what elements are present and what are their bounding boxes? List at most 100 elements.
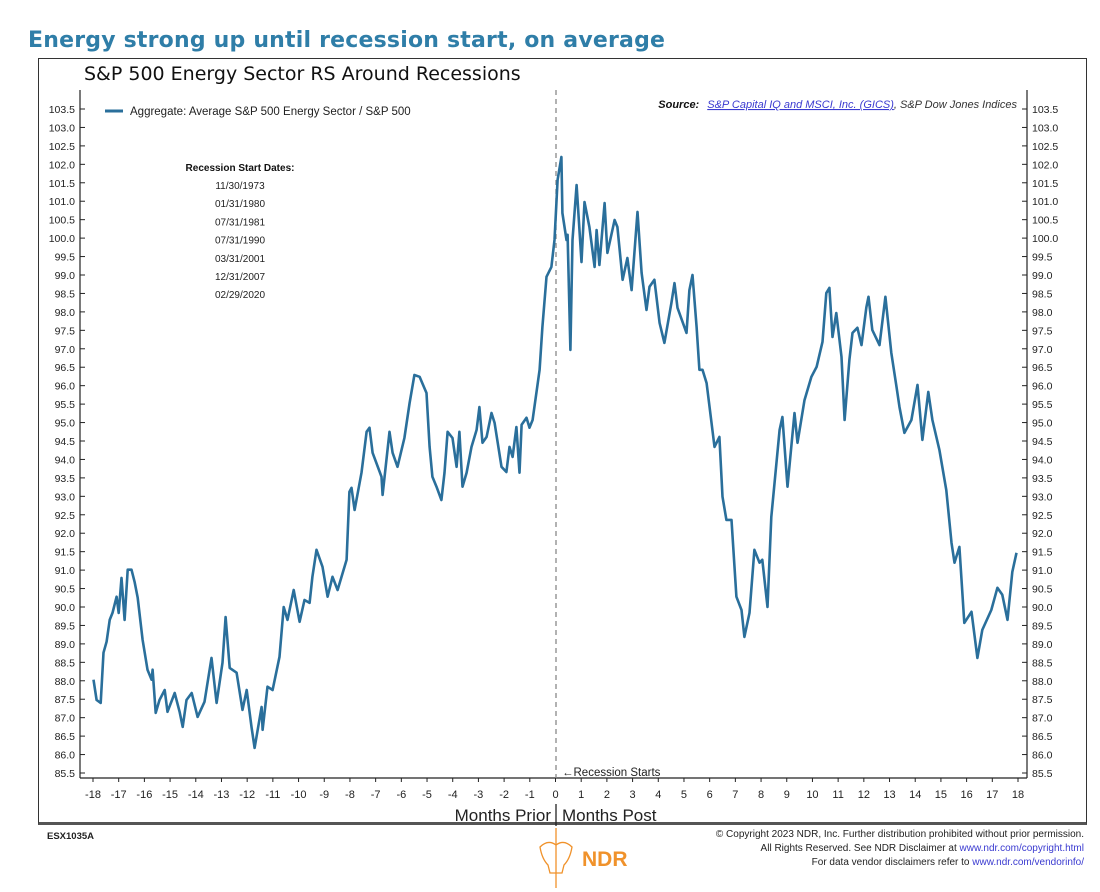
- x-tick-label: -2: [499, 789, 509, 801]
- source-note: Source: S&P Capital IQ and MSCI, Inc. (GI…: [658, 99, 1017, 111]
- x-tick-label: 8: [758, 789, 764, 801]
- ndr-logo: NDR: [539, 828, 628, 888]
- y-tick-label-right: 95.0: [1032, 418, 1053, 430]
- x-tick-label: 1: [578, 789, 584, 801]
- chart-title: S&P 500 Energy Sector RS Around Recessio…: [84, 63, 521, 85]
- y-tick-label-left: 102.0: [49, 159, 75, 171]
- y-tick-label-left: 95.5: [55, 399, 76, 411]
- x-tick-label: -16: [136, 789, 152, 801]
- y-tick-label-right: 89.0: [1032, 639, 1053, 651]
- copyright-line2: All Rights Reserved. See NDR Disclaimer …: [716, 842, 1084, 856]
- y-tick-label-right: 86.5: [1032, 731, 1053, 743]
- y-tick-label-left: 102.5: [49, 141, 75, 153]
- copyright-block: © Copyright 2023 NDR, Inc. Further distr…: [716, 828, 1084, 870]
- x-tick-label: 9: [784, 789, 790, 801]
- x-tick-label: 0: [552, 789, 558, 801]
- x-tick-label: -17: [111, 789, 127, 801]
- y-tick-label-right: 91.5: [1032, 547, 1053, 559]
- y-tick-label-right: 91.0: [1032, 565, 1053, 577]
- y-tick-label-left: 88.5: [55, 657, 76, 669]
- x-tick-label: -6: [396, 789, 406, 801]
- recession-starts-label: Recession Starts: [574, 767, 661, 779]
- y-tick-label-right: 85.5: [1032, 768, 1053, 780]
- y-tick-label-right: 89.5: [1032, 620, 1053, 632]
- y-tick-label-right: 94.0: [1032, 454, 1053, 466]
- y-tick-label-right: 94.5: [1032, 436, 1053, 448]
- y-tick-label-left: 100.5: [49, 215, 75, 227]
- xlabel-right: Months Post: [562, 806, 657, 825]
- y-tick-label-left: 96.0: [55, 381, 76, 393]
- y-tick-label-right: 101.0: [1032, 196, 1058, 208]
- y-tick-label-right: 88.0: [1032, 676, 1053, 688]
- y-tick-label-left: 101.0: [49, 196, 75, 208]
- x-tick-label: 18: [1012, 789, 1024, 801]
- x-tick-label: -9: [319, 789, 329, 801]
- y-tick-label-left: 88.0: [55, 676, 76, 688]
- x-tick-label: 2: [604, 789, 610, 801]
- y-tick-label-left: 98.5: [55, 288, 76, 300]
- x-tick-label: -13: [214, 789, 230, 801]
- x-tick-label: -10: [291, 789, 307, 801]
- y-tick-label-right: 97.0: [1032, 344, 1053, 356]
- y-tick-label-right: 100.0: [1032, 233, 1058, 245]
- recession-date: 07/31/1981: [215, 217, 265, 228]
- y-tick-label-right: 103.5: [1032, 104, 1058, 116]
- vendorinfo-link[interactable]: www.ndr.com/vendorinfo/: [972, 857, 1084, 868]
- x-tick-label: -7: [371, 789, 381, 801]
- y-tick-label-right: 100.5: [1032, 215, 1058, 227]
- y-tick-label-left: 93.5: [55, 473, 76, 485]
- copyright-link[interactable]: www.ndr.com/copyright.html: [959, 843, 1085, 854]
- x-tick-label: -11: [265, 789, 280, 801]
- x-tick-label: 10: [806, 789, 818, 801]
- recession-date: 11/30/1973: [215, 181, 265, 192]
- legend-label: Aggregate: Average S&P 500 Energy Sector…: [130, 106, 411, 118]
- y-tick-label-left: 92.0: [55, 528, 76, 540]
- x-tick-label: -1: [525, 789, 535, 801]
- x-tick-label: -4: [448, 789, 458, 801]
- copyright-line3-text: For data vendor disclaimers refer to: [811, 857, 973, 868]
- y-tick-label-left: 89.5: [55, 620, 76, 632]
- copyright-line2-text: All Rights Reserved. See NDR Disclaimer …: [760, 843, 960, 854]
- y-tick-label-left: 94.5: [55, 436, 76, 448]
- source-link[interactable]: S&P Capital IQ and MSCI, Inc. (GICS): [707, 99, 894, 111]
- x-tick-label: 13: [883, 789, 895, 801]
- y-tick-label-left: 87.5: [55, 694, 76, 706]
- x-tick-label: 15: [935, 789, 947, 801]
- y-tick-label-right: 102.0: [1032, 159, 1058, 171]
- recession-date: 03/31/2001: [215, 254, 265, 265]
- y-tick-label-left: 92.5: [55, 510, 76, 522]
- x-tick-label: 6: [707, 789, 713, 801]
- recession-date: 01/31/1980: [215, 199, 265, 210]
- x-tick-label: 3: [630, 789, 636, 801]
- y-tick-label-left: 89.0: [55, 639, 76, 651]
- y-tick-label-right: 92.5: [1032, 510, 1053, 522]
- y-tick-label-right: 93.5: [1032, 473, 1053, 485]
- recession-date: 07/31/1990: [215, 236, 265, 247]
- x-tick-label: -12: [239, 789, 255, 801]
- y-tick-label-right: 88.5: [1032, 657, 1053, 669]
- y-tick-label-left: 90.0: [55, 602, 76, 614]
- recession-date: 12/31/2007: [215, 272, 265, 283]
- copyright-line1: © Copyright 2023 NDR, Inc. Further distr…: [715, 829, 1084, 840]
- source-label: Source:: [658, 99, 699, 111]
- y-tick-label-left: 96.5: [55, 362, 76, 374]
- x-tick-label: 7: [732, 789, 738, 801]
- y-tick-label-left: 101.5: [49, 178, 75, 190]
- y-tick-label-right: 97.5: [1032, 325, 1053, 337]
- x-tick-label: -18: [85, 789, 101, 801]
- y-tick-label-left: 86.0: [55, 750, 76, 762]
- chart-frame: [38, 58, 1087, 825]
- series-line-aggregate: [92, 155, 1018, 750]
- recession-date: 02/29/2020: [215, 290, 265, 301]
- y-tick-label-left: 103.0: [49, 122, 75, 134]
- y-tick-label-right: 93.0: [1032, 491, 1053, 503]
- y-tick-label-right: 103.0: [1032, 122, 1058, 134]
- ndr-logo-text: NDR: [582, 848, 628, 871]
- y-tick-label-right: 99.0: [1032, 270, 1053, 282]
- x-tick-label: -5: [422, 789, 432, 801]
- y-tick-label-right: 96.0: [1032, 381, 1053, 393]
- y-tick-label-right: 92.0: [1032, 528, 1053, 540]
- x-tick-label: 4: [655, 789, 661, 801]
- chart-code: ESX1035A: [47, 831, 95, 842]
- y-tick-label-right: 98.5: [1032, 288, 1053, 300]
